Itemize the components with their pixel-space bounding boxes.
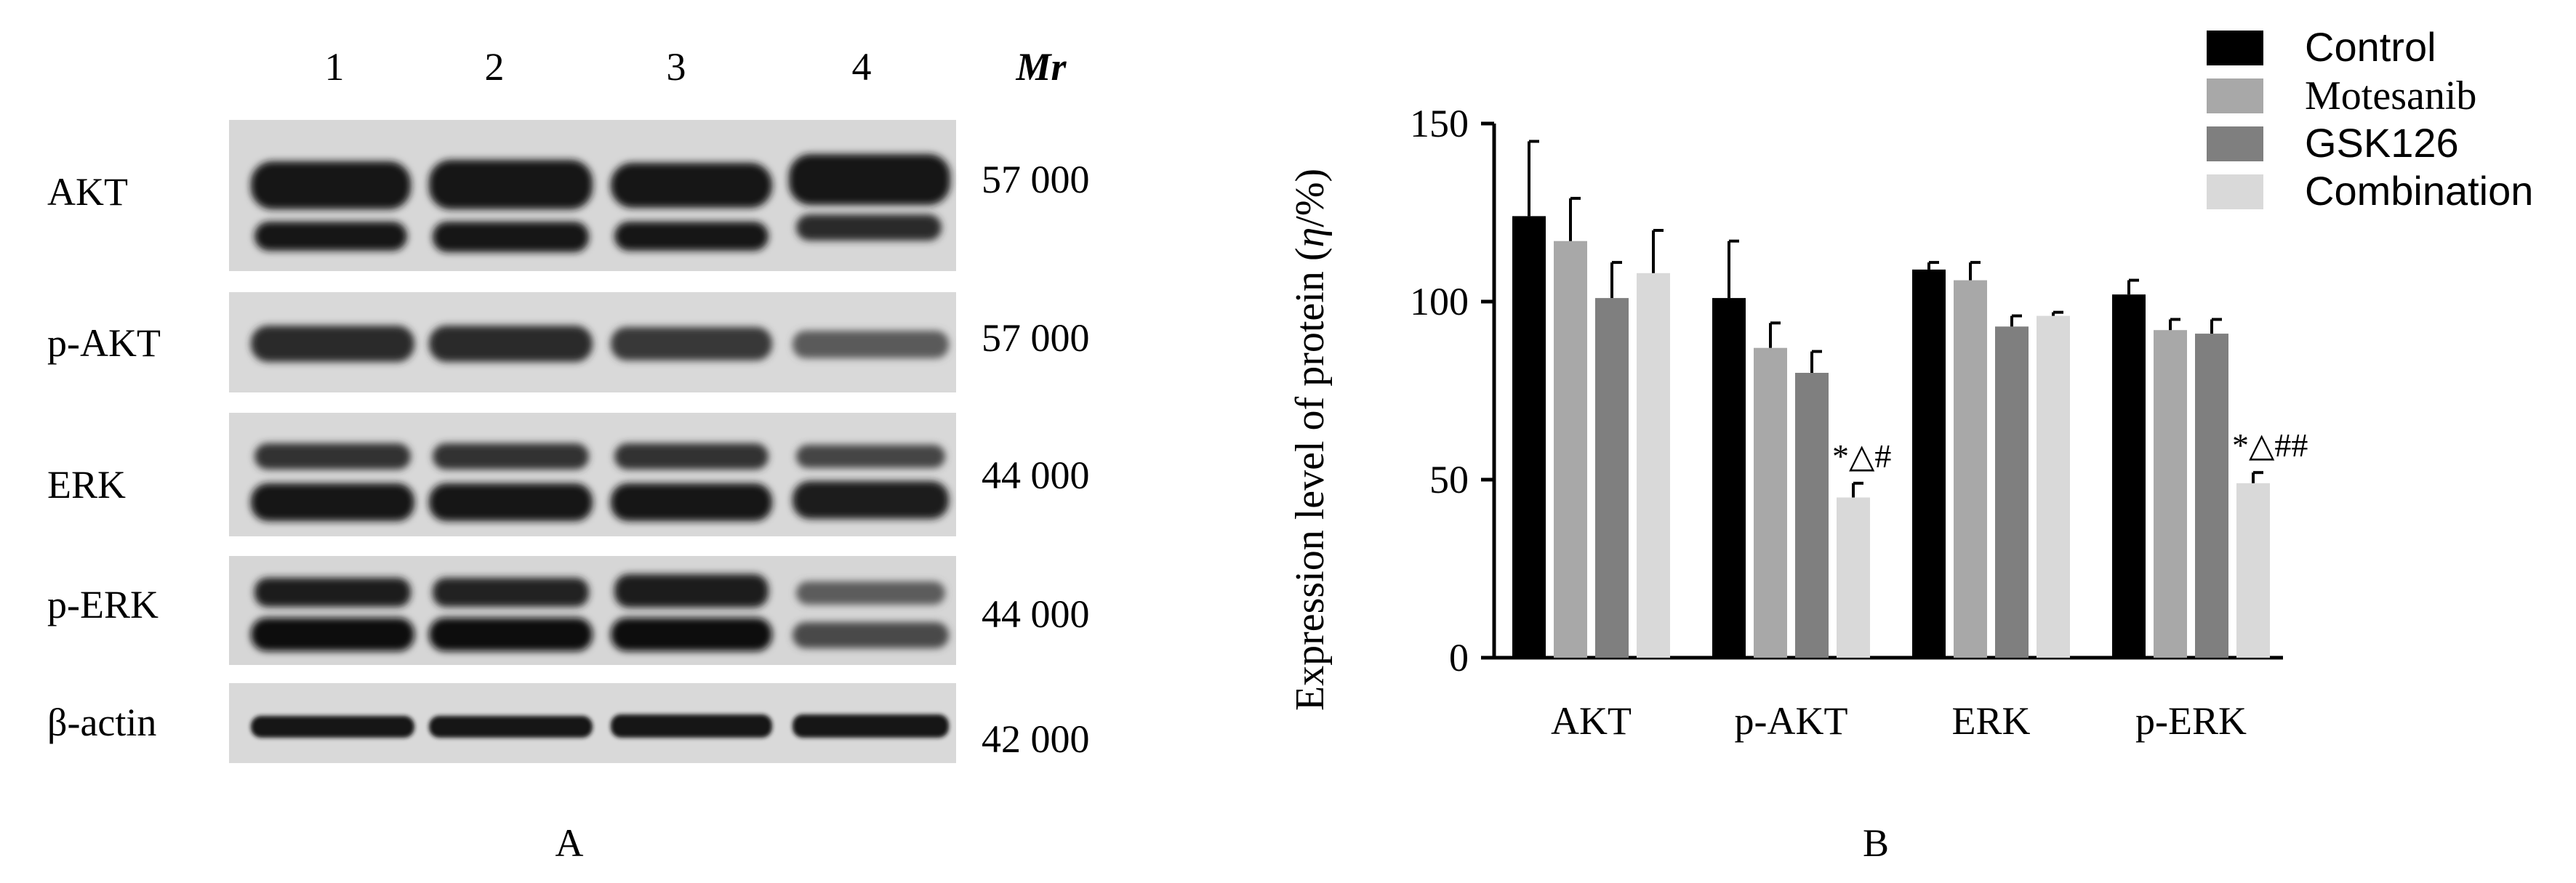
y-axis-label: Expression level of protein (η/%) <box>1288 169 1333 711</box>
significance-label: *△## <box>2232 427 2308 464</box>
bar-motesanib-p-erk <box>2154 330 2187 658</box>
x-tick-label: p-AKT <box>1735 699 1848 743</box>
blot-bands-p-akt <box>251 326 949 362</box>
bar-motesanib-p-akt <box>1754 347 1787 658</box>
western-blot-panel: 1 2 3 4 Mr AKT 57 000 p-AKT 57 000 <box>47 45 1090 865</box>
mr-p-akt: 57 000 <box>982 316 1090 360</box>
mr-beta-actin: 42 000 <box>982 717 1090 761</box>
mr-erk: 44 000 <box>982 453 1090 497</box>
blot-label-erk: ERK <box>47 463 126 507</box>
legend-swatch-gsk126 <box>2207 126 2263 161</box>
legend-label-motesanib: Motesanib <box>2305 73 2476 118</box>
bar-gsk126-p-akt <box>1795 373 1829 658</box>
y-tick-label: 100 <box>1410 280 1469 323</box>
bar-motesanib-akt <box>1554 241 1587 658</box>
blot-label-beta-actin: β-actin <box>47 701 156 744</box>
y-axis: 0 50 100 150 <box>1410 102 1496 680</box>
legend-label-combination: Combination <box>2305 168 2533 214</box>
blot-label-akt: AKT <box>47 170 128 214</box>
bar-control-p-erk <box>2112 294 2146 658</box>
y-tick-label: 0 <box>1449 636 1469 680</box>
legend-swatch-control <box>2207 31 2263 65</box>
lane-label-3: 3 <box>667 45 686 89</box>
panel-b-caption: B <box>1863 821 1889 865</box>
bar-gsk126-akt <box>1595 298 1629 658</box>
bar-combination-p-akt <box>1837 497 1870 658</box>
bar-control-p-akt <box>1712 298 1746 658</box>
bar-combination-akt <box>1637 273 1670 658</box>
blot-bands-erk <box>251 443 949 521</box>
blot-bands-p-erk <box>251 574 949 651</box>
bar-control-erk <box>1912 269 1946 658</box>
x-tick-label: AKT <box>1551 699 1632 743</box>
x-axis: AKT p-AKT ERK p-ERK <box>1494 656 2283 743</box>
legend-swatch-motesanib <box>2207 78 2263 113</box>
lane-label-4: 4 <box>852 45 872 89</box>
bar-gsk126-p-erk <box>2195 334 2228 658</box>
blot-label-p-erk: p-ERK <box>47 583 159 626</box>
lane-label-1: 1 <box>325 45 345 89</box>
blot-bands-akt <box>251 154 950 252</box>
bar-combination-p-erk <box>2236 483 2270 658</box>
panel-a-caption: A <box>555 821 584 865</box>
mr-p-erk: 44 000 <box>982 592 1090 636</box>
significance-label: *△# <box>1832 438 1891 475</box>
legend-swatch-combination <box>2207 174 2263 209</box>
significance-annotations: *△# *△## <box>1832 427 2308 475</box>
blot-bands-beta-actin <box>251 714 949 738</box>
legend-label-control: Control <box>2305 24 2436 70</box>
x-tick-label: p-ERK <box>2135 699 2247 743</box>
bar-combination-erk <box>2037 315 2070 658</box>
lane-label-2: 2 <box>485 45 505 89</box>
y-tick-label: 50 <box>1429 458 1469 501</box>
blot-label-p-akt: p-AKT <box>47 321 161 365</box>
legend-label-gsk126: GSK126 <box>2305 120 2459 166</box>
y-tick-label: 150 <box>1410 102 1469 145</box>
mr-header: Mr <box>1015 45 1067 89</box>
bar-gsk126-erk <box>1995 326 2029 658</box>
bar-chart-panel: 0 50 100 150 AKT p-AKT ERK p-ERK *△# *△## Expre… <box>1288 24 2533 865</box>
mr-akt: 57 000 <box>982 158 1090 201</box>
bars <box>1512 140 2270 658</box>
bar-control-akt <box>1512 216 1546 658</box>
bar-motesanib-erk <box>1954 280 1987 658</box>
x-tick-label: ERK <box>1952 699 2031 743</box>
